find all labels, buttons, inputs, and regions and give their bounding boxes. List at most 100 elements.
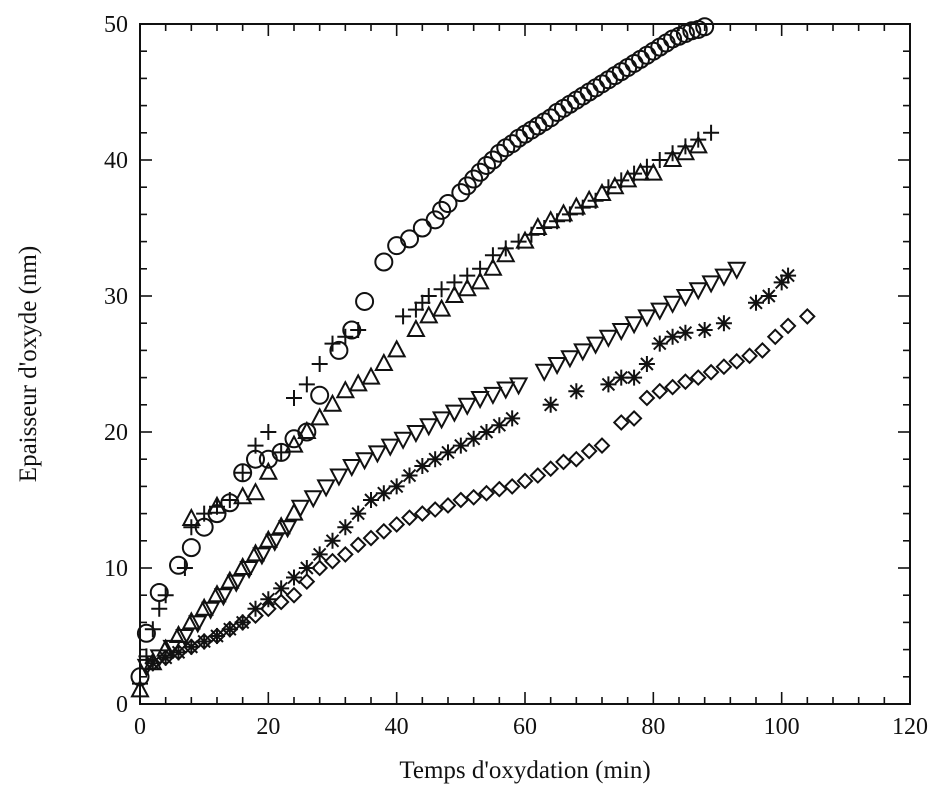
- circle-marker: [457, 176, 477, 196]
- plus-marker: [311, 356, 328, 372]
- triangle-down-marker: [406, 425, 426, 444]
- plus-marker: [132, 675, 148, 692]
- diamond-marker: [413, 505, 431, 523]
- plus-marker: [651, 152, 668, 168]
- circle-marker: [438, 194, 458, 214]
- x-tick-label: 0: [134, 714, 146, 740]
- triangle-up-marker: [207, 495, 227, 514]
- asterisk-marker: [677, 324, 694, 341]
- triangle-down-marker: [637, 309, 657, 328]
- triangle-up-marker: [406, 318, 426, 337]
- asterisk-marker: [324, 532, 341, 549]
- plus-marker: [420, 288, 437, 304]
- diamond-marker: [144, 654, 162, 672]
- triangle-down-marker: [290, 499, 311, 518]
- diamond-marker: [247, 607, 264, 625]
- circle-marker: [412, 218, 432, 238]
- triangle-down-marker: [585, 336, 606, 355]
- triangle-up-marker: [245, 543, 266, 562]
- diamond-marker: [612, 414, 630, 431]
- asterisk-marker: [337, 519, 354, 536]
- triangle-down-marker: [470, 391, 490, 410]
- circle-marker: [464, 169, 484, 189]
- plus-marker: [247, 437, 264, 454]
- asterisk-marker: [286, 569, 302, 586]
- triangle-up-marker: [233, 486, 253, 505]
- y-tick-label: 10: [104, 556, 128, 582]
- diamond-marker: [638, 389, 656, 407]
- plus-marker: [286, 390, 302, 406]
- plus-marker: [234, 464, 251, 481]
- triangle-down-marker: [624, 316, 644, 335]
- asterisk-marker: [626, 369, 643, 386]
- y-tick-label: 20: [104, 420, 128, 446]
- triangle-down-marker: [213, 588, 234, 607]
- plus-marker: [414, 294, 431, 311]
- triangle-up-marker: [483, 257, 503, 276]
- triangle-down-marker: [496, 381, 516, 400]
- diamond-marker: [625, 409, 643, 427]
- circle-marker: [502, 134, 522, 154]
- plus-marker: [144, 621, 161, 638]
- triangle-down-marker: [367, 445, 388, 464]
- triangle-down-marker: [650, 302, 670, 321]
- asterisk-marker: [760, 288, 777, 304]
- circle-marker: [432, 200, 452, 220]
- diamond-marker: [298, 573, 316, 591]
- asterisk-marker: [234, 614, 251, 631]
- circle-marker: [541, 108, 561, 128]
- triangle-up-marker: [553, 203, 574, 222]
- circle-marker: [400, 229, 419, 249]
- diamond-marker: [766, 328, 784, 346]
- tick-labels: 0 20 40 60 80 100 120 0 10 20 30 40 50: [104, 12, 928, 740]
- plus-marker: [664, 145, 681, 162]
- diamond-marker: [529, 467, 547, 484]
- asterisk-marker: [388, 478, 405, 495]
- asterisk-marker: [260, 591, 277, 608]
- asterisk-marker: [613, 369, 630, 386]
- triangle-down-marker: [329, 468, 349, 487]
- asterisk-marker: [196, 633, 213, 650]
- circle-marker: [682, 21, 702, 41]
- asterisk-marker: [651, 335, 668, 352]
- triangle-up-marker: [541, 210, 561, 229]
- x-tick-label: 40: [385, 714, 409, 740]
- diamond-marker: [285, 586, 303, 604]
- circle-marker: [329, 340, 349, 360]
- triangle-up-marker: [579, 189, 599, 208]
- triangle-up-marker: [431, 298, 452, 317]
- asterisk-marker: [638, 356, 655, 372]
- triangle-up-marker: [457, 278, 477, 297]
- triangle-up-marker: [643, 162, 663, 181]
- x-axis-title: Temps d'oxydation (min): [399, 757, 650, 784]
- triangle-down-marker: [200, 601, 221, 620]
- diamond-marker: [324, 552, 341, 570]
- diamond-marker: [779, 317, 797, 335]
- triangle-down-marker: [316, 479, 336, 498]
- asterisk-marker: [144, 655, 161, 672]
- circle-marker: [451, 183, 471, 203]
- triangle-up-marker: [335, 380, 355, 399]
- triangle-up-marker: [322, 393, 343, 412]
- diamond-marker: [426, 501, 444, 518]
- asterisk-marker: [504, 410, 521, 427]
- diamond-marker: [542, 460, 560, 478]
- x-tick-label: 80: [641, 714, 665, 740]
- plus-marker: [407, 301, 424, 318]
- triangle-up-marker: [387, 339, 407, 358]
- diamond-marker: [702, 363, 720, 381]
- asterisk-marker: [221, 621, 238, 638]
- asterisk-marker: [273, 580, 290, 597]
- diamond-marker: [362, 529, 380, 547]
- triangle-down-marker: [380, 438, 400, 457]
- diamond-marker: [798, 307, 816, 325]
- triangle-up-marker: [207, 584, 227, 603]
- triangle-down-marker: [714, 268, 734, 287]
- triangle-down-marker: [483, 386, 503, 406]
- asterisk-marker: [157, 649, 174, 666]
- circle-marker: [483, 150, 503, 170]
- triangle-up-marker: [233, 556, 253, 575]
- plus-marker: [183, 519, 200, 536]
- asterisk-marker: [478, 424, 495, 440]
